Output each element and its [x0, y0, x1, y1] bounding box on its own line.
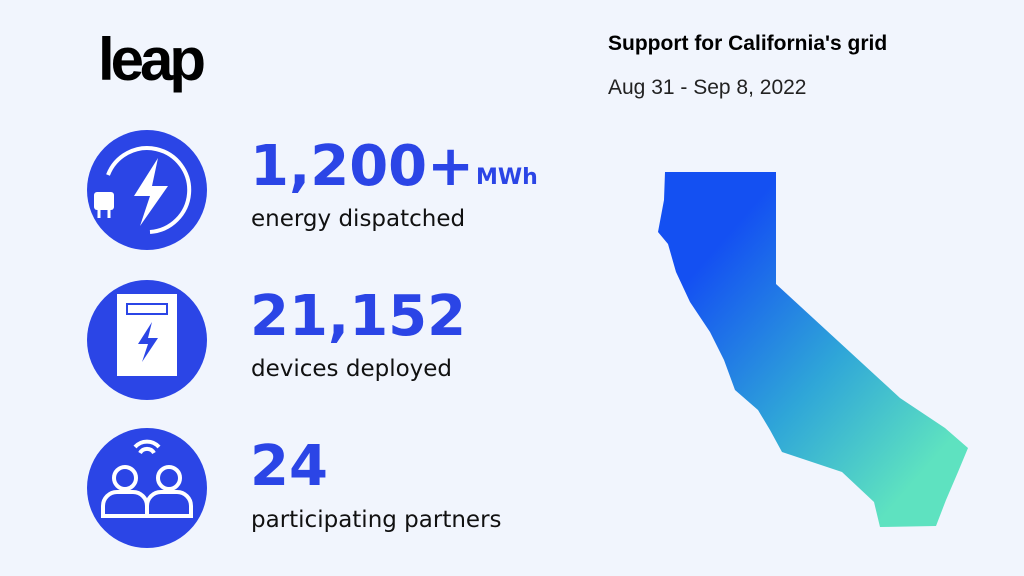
logo: leap	[98, 26, 204, 93]
california-map	[658, 172, 968, 527]
stat-value: 21,152	[250, 284, 466, 349]
stat-value: 24	[250, 434, 328, 499]
energy-icon	[87, 130, 207, 250]
stat-label: energy dispatched	[251, 206, 465, 232]
date: Aug 31 - Sep 8, 2022	[608, 76, 807, 99]
stat-value: 1,200+	[250, 134, 474, 199]
stat-unit: MWh	[476, 165, 538, 190]
device-icon	[87, 280, 207, 400]
title: Support for California's grid	[608, 32, 887, 55]
partners-icon	[87, 428, 207, 548]
stat-label: devices deployed	[251, 356, 452, 382]
stat-label: participating partners	[251, 507, 502, 533]
